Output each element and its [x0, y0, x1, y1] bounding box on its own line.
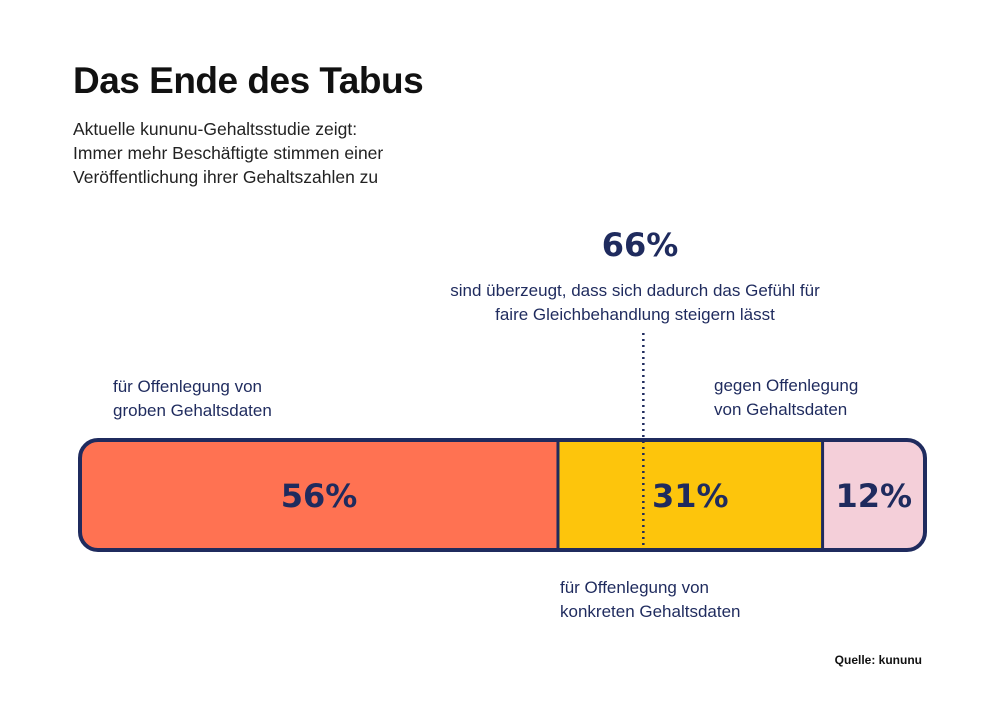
label-line: gegen Offenlegung — [714, 376, 859, 395]
bar-segment — [557, 440, 823, 550]
chart-title: Das Ende des Tabus — [73, 60, 424, 101]
label-line: konkreten Gehaltsdaten — [560, 602, 741, 621]
annotation-value: 66% — [601, 226, 679, 264]
label-line: von Gehaltsdaten — [714, 400, 848, 419]
segment-label-right: gegen Offenlegung von Gehaltsdaten — [714, 374, 858, 422]
bar-outline — [78, 438, 927, 552]
annotation-description: sind überzeugt, dass sich dadurch das Ge… — [380, 279, 890, 327]
segment-value-label: 12% — [835, 477, 912, 515]
segment-label-bottom: für Offenlegung von konkreten Gehaltsdat… — [560, 576, 741, 624]
annotation-line: faire Gleichbehandlung steigern lässt — [495, 305, 775, 324]
bar-segment — [822, 440, 925, 550]
source-note: Quelle: kununu — [834, 653, 922, 667]
subtitle-line: Veröffentlichung ihrer Gehaltszahlen zu — [73, 167, 379, 187]
subtitle-line: Aktuelle kununu-Gehaltsstudie zeigt: — [73, 119, 358, 139]
segment-value-label: 56% — [281, 477, 358, 515]
segment-label-left: für Offenlegung von groben Gehaltsdaten — [113, 375, 272, 423]
label-line: für Offenlegung von — [560, 578, 710, 597]
bar-segments — [80, 440, 925, 550]
segment-value-label: 31% — [652, 477, 729, 515]
subtitle-line: Immer mehr Beschäftigte stimmen einer — [73, 143, 384, 163]
chart-subtitle: Aktuelle kununu-Gehaltsstudie zeigt: Imm… — [73, 117, 533, 189]
label-line: groben Gehaltsdaten — [113, 401, 272, 420]
label-line: für Offenlegung von — [113, 377, 263, 396]
annotation-line: sind überzeugt, dass sich dadurch das Ge… — [450, 281, 820, 300]
bar-segment — [80, 440, 558, 550]
